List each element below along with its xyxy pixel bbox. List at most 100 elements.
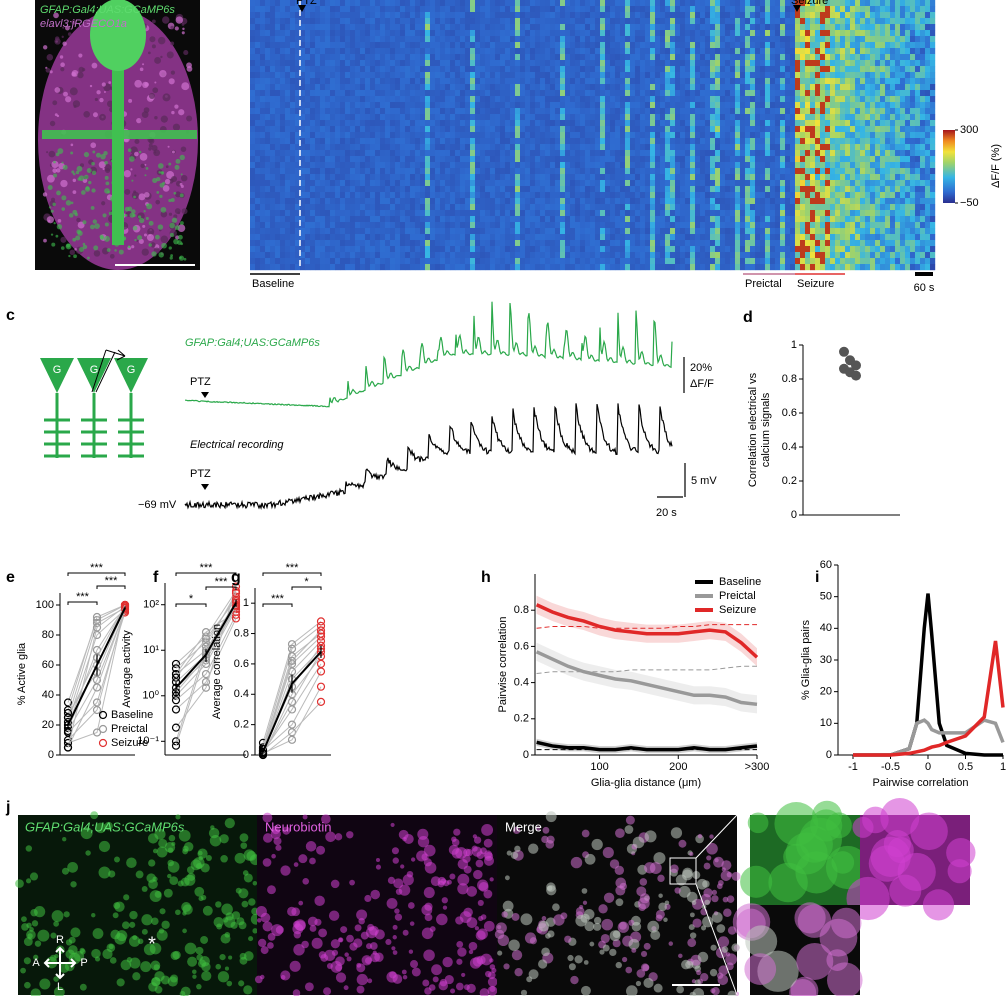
heatmap-cell [790,138,796,145]
heatmap-cell [520,30,526,37]
heatmap-cell [510,48,516,55]
heatmap-cell [315,120,321,127]
heatmap-cell [790,156,796,163]
heatmap-cell [500,12,506,19]
heatmap-cell [800,0,806,7]
heatmap-cell [705,60,711,67]
heatmap-cell [430,186,436,193]
heatmap-cell [435,0,441,7]
heatmap-cell [735,6,741,13]
heatmap-cell [725,150,731,157]
heatmap-cell [530,108,536,115]
heatmap-cell [750,42,756,49]
heatmap-cell [790,126,796,133]
heatmap-cell [615,102,621,109]
heatmap-cell [495,54,501,61]
heatmap-cell [565,66,571,73]
heatmap-cell [755,186,761,193]
heatmap-cell [530,162,536,169]
heatmap-cell [760,90,766,97]
heatmap-cell [555,78,561,85]
heatmap-cell [350,84,356,91]
heatmap-cell [735,186,741,193]
heatmap-cell [840,36,846,43]
heatmap-cell [455,138,461,145]
tissue-dot [94,97,98,102]
heatmap-cell [770,126,776,133]
heatmap-cell [470,168,476,175]
tissue-dot [102,167,105,171]
heatmap-cell [840,72,846,79]
heatmap-cell [855,66,861,73]
heatmap-cell [720,96,726,103]
heatmap-cell [570,180,576,187]
heatmap-cell [520,174,526,181]
heatmap-cell [905,162,911,169]
heatmap-cell [920,186,926,193]
heatmap-cell [650,96,656,103]
heatmap-cell [605,138,611,145]
heatmap-cell [755,42,761,49]
heatmap-cell [520,132,526,139]
heatmap-cell [525,174,531,181]
heatmap-cell [665,12,671,19]
heatmap-cell [410,126,416,133]
heatmap-cell [840,162,846,169]
heatmap-cell [720,24,726,31]
heatmap-cell [295,6,301,13]
heatmap-cell [345,36,351,43]
heatmap-cell [680,30,686,37]
heatmap-cell [340,18,346,25]
heatmap-cell [925,60,931,67]
heatmap-cell [685,54,691,61]
heatmap-cell [300,156,306,163]
heatmap-cell [835,54,841,61]
heatmap-cell [905,66,911,73]
heatmap-cell [590,186,596,193]
glia-dot [85,186,90,190]
heatmap-cell [375,30,381,37]
heatmap-cell [885,186,891,193]
heatmap-cell [700,102,706,109]
heatmap-cell [555,102,561,109]
heatmap-cell [915,126,921,133]
heatmap-cell [645,138,651,145]
heatmap-cell [405,174,411,181]
heatmap-cell [495,114,501,121]
heatmap-cell [350,30,356,37]
tissue-dot [63,91,68,97]
heatmap-cell [850,156,856,163]
tissue-dot [162,185,170,192]
heatmap-cell [460,162,466,169]
heatmap-cell [745,138,751,145]
heatmap-cell [420,198,426,205]
heatmap-cell [555,36,561,43]
heatmap-cell [445,72,451,79]
heatmap-cell [725,96,731,103]
heatmap-cell [600,156,606,163]
heatmap-cell [700,36,706,43]
heatmap-cell [630,72,636,79]
glia-dot [65,243,72,250]
heatmap-cell [425,150,431,157]
heatmap-cell [370,120,376,127]
heatmap-cell [555,96,561,103]
heatmap-cell [315,168,321,175]
heatmap-cell [585,90,591,97]
heatmap-cell [685,24,691,31]
heatmap-cell [375,60,381,67]
heatmap-cell [740,180,746,187]
heatmap-cell [655,144,661,151]
heatmap-cell [265,84,271,91]
heatmap-cell [700,54,706,61]
heatmap-cell [290,36,296,43]
heatmap-cell [260,12,266,19]
heatmap-cell [630,30,636,37]
heatmap-cell [540,6,546,13]
heatmap-cell [670,120,676,127]
heatmap-cell [505,54,511,61]
heatmap-cell [610,132,616,139]
heatmap-cell [275,84,281,91]
heatmap-cell [915,180,921,187]
heatmap-cell [280,138,286,145]
